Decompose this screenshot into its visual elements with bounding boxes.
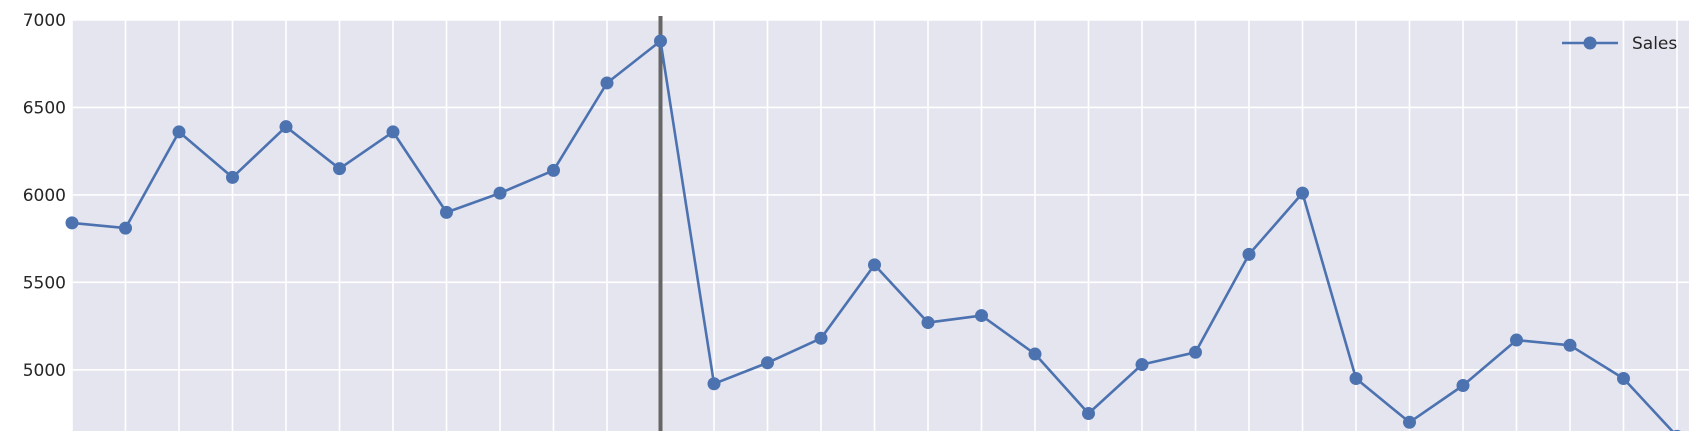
data-point xyxy=(1563,338,1577,352)
data-point xyxy=(814,331,828,345)
data-point xyxy=(1296,186,1309,200)
data-point xyxy=(921,316,935,330)
data-point xyxy=(440,205,453,219)
data-point xyxy=(1242,247,1256,261)
y-tick-label: 7000 xyxy=(23,11,66,31)
legend-marker-swatch xyxy=(1583,36,1597,50)
data-point xyxy=(386,125,400,139)
data-point xyxy=(493,186,507,200)
y-axis-ticks: 5000 5500 6000 6500 7000 xyxy=(23,11,66,381)
data-point xyxy=(975,309,988,323)
grid-lines xyxy=(71,19,1689,431)
data-point xyxy=(707,377,721,391)
data-point xyxy=(1082,407,1095,421)
data-point xyxy=(1028,347,1042,361)
data-point xyxy=(600,76,614,90)
data-point xyxy=(1617,372,1630,386)
data-point xyxy=(1403,415,1416,429)
data-point xyxy=(1510,333,1523,347)
series-layer xyxy=(65,34,1681,431)
data-point xyxy=(119,221,132,235)
data-point xyxy=(1349,372,1363,386)
y-tick-label: 6500 xyxy=(23,98,66,118)
data-point xyxy=(1135,358,1149,372)
data-point xyxy=(868,258,881,272)
data-point xyxy=(65,216,79,230)
data-point xyxy=(279,120,293,134)
data-point xyxy=(547,163,560,177)
data-point xyxy=(333,162,346,176)
y-tick-label: 5500 xyxy=(23,273,66,293)
legend-label-sales: Sales xyxy=(1632,34,1677,54)
y-tick-label: 6000 xyxy=(23,186,66,206)
data-point xyxy=(172,125,186,139)
legend: Sales xyxy=(1562,34,1677,54)
data-point xyxy=(1456,379,1470,393)
plot-background xyxy=(72,20,1689,431)
data-point xyxy=(761,356,774,370)
y-tick-label: 5000 xyxy=(23,361,66,381)
data-point xyxy=(1189,345,1202,359)
data-point xyxy=(226,170,239,184)
data-point xyxy=(654,34,667,48)
